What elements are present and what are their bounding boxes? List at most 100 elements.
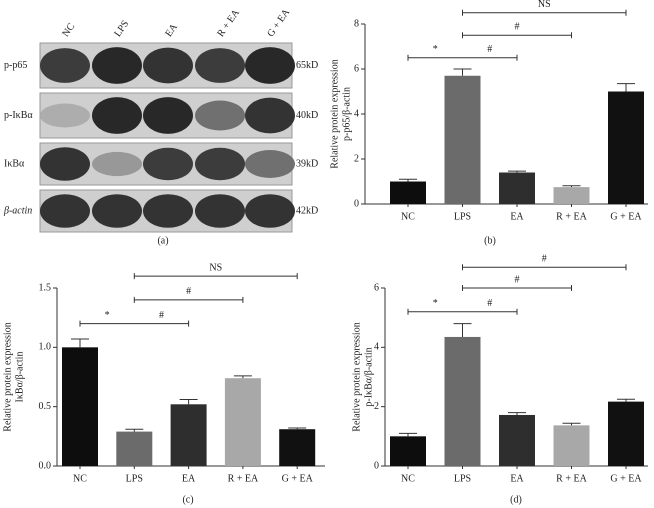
bar	[444, 75, 481, 204]
lane-label: R + EA	[215, 7, 242, 39]
y-tick-label: 8	[354, 18, 359, 29]
blot-band	[245, 97, 295, 134]
bar	[279, 429, 316, 466]
y-axis-label: Relative protein expression	[329, 59, 340, 168]
blot-band	[143, 194, 193, 228]
y-tick-label: 4	[374, 342, 379, 353]
error-bar	[399, 178, 417, 182]
bar-chart: 0 2 4 6 Relative protein expression p-IκBα/β-…	[351, 254, 648, 505]
x-tick-label: LPS	[126, 473, 143, 484]
bar	[553, 187, 590, 204]
blot-band	[92, 194, 142, 228]
blot-band	[92, 151, 142, 177]
blot-band	[245, 194, 295, 228]
bar	[608, 401, 644, 466]
x-tick-label: G + EA	[610, 473, 642, 484]
x-tick-label: EA	[182, 473, 196, 484]
y-tick-label: 2	[374, 401, 379, 412]
bar	[499, 172, 535, 204]
x-tick-label: NC	[73, 473, 87, 484]
x-tick-label: G + EA	[610, 211, 642, 222]
bar	[170, 404, 207, 466]
blot-band	[143, 47, 193, 84]
y-axis-label: p-p65/β-actin	[341, 87, 352, 141]
y-tick-label: 6	[354, 63, 359, 74]
significance-label: #	[515, 22, 520, 33]
bar-chart: 0.0 0.5 1.0 1.5 Relative protein expression I…	[2, 262, 325, 505]
size-label: 65kD	[296, 60, 318, 71]
y-axis-label: Relative protein expression	[2, 322, 13, 431]
blot-band	[40, 194, 90, 228]
blot-band	[92, 97, 142, 134]
x-tick-label: G + EA	[282, 473, 314, 484]
error-bar	[453, 68, 472, 76]
lane-label: G + EA	[265, 7, 292, 39]
blot-band	[143, 97, 193, 134]
significance-label: *	[433, 298, 438, 309]
x-tick-label: EA	[510, 473, 524, 484]
x-tick-label: R + EA	[556, 473, 587, 484]
error-bar	[179, 399, 198, 405]
row-label: p-p65	[4, 60, 27, 71]
y-tick-label: 1.0	[39, 342, 52, 353]
error-bar	[233, 375, 252, 379]
bar	[608, 91, 644, 204]
blot-band	[195, 48, 245, 83]
error-bar	[508, 170, 526, 173]
y-tick-label: 2	[354, 153, 359, 164]
y-axis-label: p-IκBα/β-actin	[363, 347, 374, 406]
error-bar	[617, 398, 635, 402]
x-tick-label: LPS	[454, 211, 471, 222]
bar	[62, 347, 98, 466]
blot-band	[245, 150, 295, 178]
size-label: 42kD	[296, 205, 318, 216]
error-bar	[288, 427, 307, 430]
lane-label: LPS	[112, 19, 131, 39]
bar	[553, 425, 590, 466]
error-bar	[617, 83, 635, 92]
x-tick-label: R + EA	[556, 211, 587, 222]
caption: (a)	[157, 235, 168, 246]
x-tick-label: R + EA	[228, 473, 259, 484]
error-bar	[125, 428, 144, 432]
bar	[499, 414, 535, 466]
y-tick-label: 0.0	[39, 460, 52, 471]
lane-label: NC	[60, 21, 77, 39]
y-tick-label: 0.5	[39, 401, 52, 412]
size-label: 39kD	[296, 158, 318, 169]
error-bar	[453, 323, 472, 337]
size-label: 40kD	[296, 110, 318, 121]
row-label: IκBα	[4, 158, 25, 169]
blot-band	[195, 147, 245, 181]
significance-label: NS	[209, 262, 222, 273]
row-label: β-actin	[3, 205, 32, 216]
blot-band	[245, 47, 295, 84]
lane-label: EA	[163, 21, 180, 39]
bar-chart: 0 2 4 6 8 Relative protein expression p-p65/β-…	[329, 0, 648, 246]
significance-label: NS	[538, 0, 551, 10]
y-axis-label: IκBα/β-actin	[14, 352, 25, 403]
x-tick-label: NC	[401, 473, 415, 484]
caption: (c)	[182, 494, 193, 505]
significance-label: *	[433, 44, 438, 55]
x-tick-label: NC	[401, 211, 415, 222]
blot-band	[143, 147, 193, 181]
bar	[390, 181, 426, 204]
y-tick-label: 1.5	[39, 282, 52, 293]
significance-label: #	[186, 286, 191, 297]
y-tick-label: 0	[354, 198, 359, 209]
bar	[224, 378, 261, 466]
y-tick-label: 4	[354, 108, 359, 119]
caption: (b)	[484, 235, 496, 246]
y-axis-label: Relative protein expression	[351, 322, 362, 431]
bar	[444, 336, 481, 466]
error-bar	[399, 432, 417, 437]
bar	[390, 436, 426, 466]
significance-label: #	[515, 274, 520, 285]
error-bar	[562, 185, 581, 188]
caption: (d)	[510, 494, 522, 505]
blot-band	[40, 48, 90, 83]
significance-label: #	[542, 254, 547, 265]
x-tick-label: EA	[510, 211, 524, 222]
